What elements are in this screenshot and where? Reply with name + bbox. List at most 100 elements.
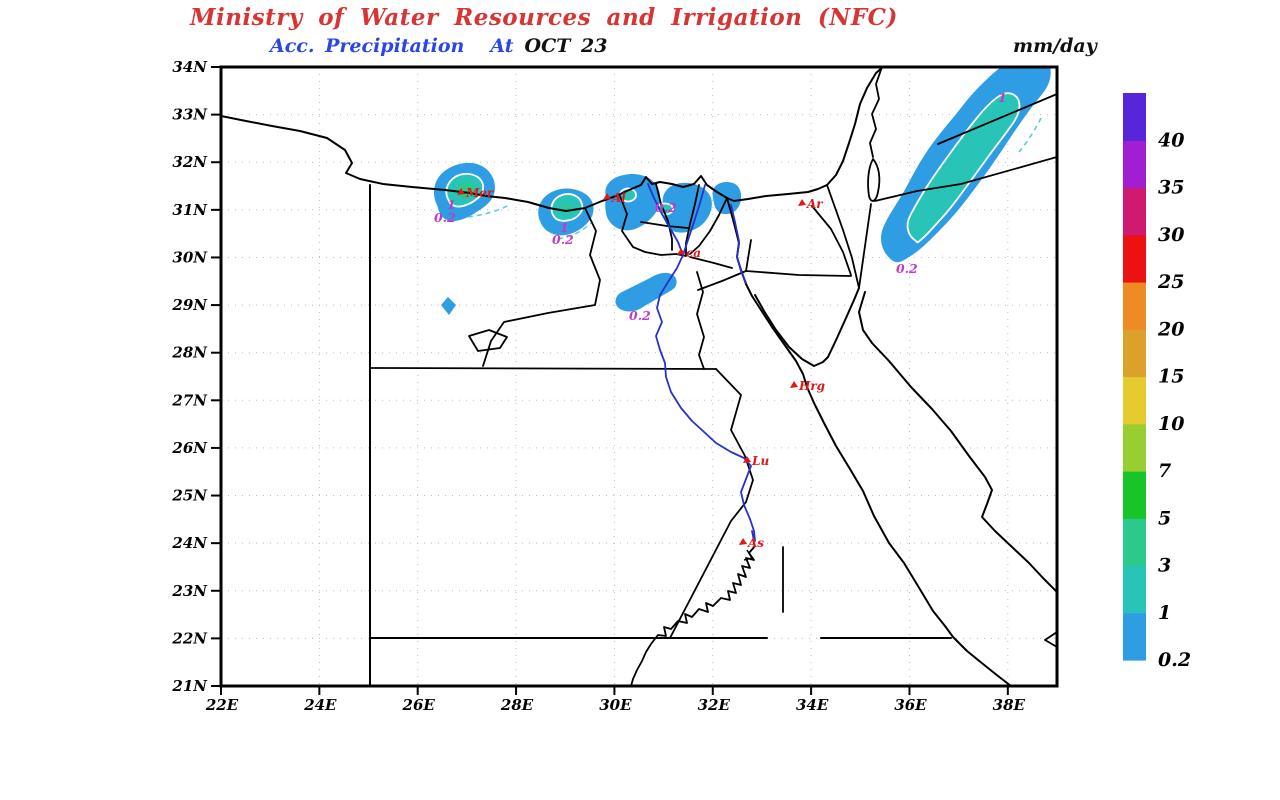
colorbar-segment <box>1123 329 1146 378</box>
aswan-river-mark <box>751 530 755 542</box>
lon-tick-label: 28E <box>500 696 534 714</box>
colorbar-segment <box>1123 518 1146 567</box>
precip-area-faiyum-streak-0.2 <box>615 272 677 312</box>
city-marker-icon <box>677 248 685 255</box>
colorbar-level-label: 10 <box>1158 413 1184 435</box>
colorbar-segment <box>1123 423 1146 472</box>
sinai-west-coastline <box>754 294 829 367</box>
jordan-saudi-border <box>874 156 1057 202</box>
contour-labels: 10.210.20.20.210.2 <box>434 90 1007 323</box>
lon-tick-label: 30E <box>599 696 632 714</box>
colorbar-segment <box>1123 187 1146 236</box>
suez-canal <box>726 197 747 285</box>
colorbar-level-label: 30 <box>1158 224 1184 246</box>
geography <box>221 67 1057 686</box>
mediterranean-coastline <box>221 67 884 212</box>
lat-tick-label: 32N <box>172 153 208 171</box>
subtitle-variable: Acc. Precipitation <box>270 35 465 57</box>
lat-tick-label: 23N <box>171 582 208 600</box>
lat-tick-label: 27N <box>171 391 208 409</box>
colorbar-level-label: 7 <box>1158 460 1171 482</box>
colorbar-segment <box>1123 282 1146 330</box>
city-label-ca: ca <box>686 246 701 260</box>
contour-value-label: 1 <box>447 197 456 212</box>
subtitle-at: At <box>490 35 514 57</box>
rivers <box>647 183 756 542</box>
precip-area-levant-1 <box>906 92 1021 244</box>
lon-tick-label: 34E <box>796 696 829 714</box>
northeast-border-line <box>937 93 1057 145</box>
contour-value-label: 1 <box>560 220 569 235</box>
colorbar-level-label: 25 <box>1157 271 1184 293</box>
aswan-mark <box>743 549 754 561</box>
depression-outline <box>468 329 508 352</box>
lat-tick-label: 29N <box>171 296 208 314</box>
city-markers: Mer Al Ar ca Hrg Lu As <box>457 186 825 561</box>
city-label-as: As <box>747 536 764 550</box>
city-marker-icon <box>790 381 798 388</box>
lat-tick-label: 21N <box>171 677 208 695</box>
colorbar-level-label: 3 <box>1158 555 1171 577</box>
colorbar-segment <box>1123 234 1146 283</box>
lat-tick-label: 34N <box>172 58 208 76</box>
city-marker-icon <box>457 188 465 195</box>
dead-sea <box>867 158 881 202</box>
precip-spot-west-desert <box>441 297 456 315</box>
lat-tick-label: 30N <box>172 248 208 266</box>
nile-river <box>647 183 756 542</box>
arava-border <box>858 203 872 289</box>
precipitation-shading <box>434 67 1051 315</box>
colorbar-segment <box>1123 612 1146 661</box>
city-label-ar: Ar <box>806 197 824 211</box>
colorbar-level-label: 15 <box>1158 366 1184 388</box>
page-title: Ministry of Water Resources and Irrigati… <box>190 4 898 31</box>
red-sea-coastline <box>745 283 1012 686</box>
map-frame <box>219 65 1059 688</box>
lon-tick-label: 32E <box>698 696 731 714</box>
eastern-desert-boundary <box>696 271 705 370</box>
contour-value-label: 1 <box>998 90 1007 105</box>
colorbar-level-label: 35 <box>1158 177 1184 199</box>
colorbar-level-label: 0.2 <box>1158 649 1191 671</box>
city-label-lu: Lu <box>751 454 769 468</box>
lake-nasser-outline <box>630 545 756 686</box>
aqaba-saudi-coastline <box>858 291 1057 593</box>
units-label: mm/day <box>1013 35 1097 57</box>
city-marker-icon <box>743 456 751 463</box>
lon-tick-label: 38E <box>993 696 1026 714</box>
north-sinai-boundary <box>811 205 852 276</box>
lon-tick-label: 22E <box>205 696 239 714</box>
lat-tick-label: 25N <box>171 487 208 505</box>
colorbar-segment <box>1123 471 1146 519</box>
precip-area-alexandria-0.2 <box>605 174 661 231</box>
delta-internal-boundaries <box>619 183 728 257</box>
lon-tick-label: 36E <box>894 696 927 714</box>
city-label-mer: Mer <box>465 186 495 200</box>
colorbar-segment <box>1123 376 1146 425</box>
subtitle-date: OCT 23 <box>524 35 608 57</box>
suez-boundaries <box>689 239 752 291</box>
lat-tick-label: 22N <box>171 629 208 647</box>
city-marker-icon <box>739 538 747 545</box>
contour-dash-29e <box>557 222 592 240</box>
contour-value-label: 0.2 <box>434 210 456 225</box>
lat-tick-label: 26N <box>171 439 208 457</box>
colorbar-level-label: 5 <box>1158 507 1171 529</box>
plot-subtitle: Acc. Precipitation At OCT 23 <box>270 35 607 57</box>
contour-value-label: 0.2 <box>896 261 918 276</box>
mid-sinai-boundary <box>745 270 852 277</box>
contour-value-label: 0.2 <box>629 308 651 323</box>
colorbar-level-label: 40 <box>1158 129 1184 151</box>
contour-value-label: 0.2 <box>552 232 574 247</box>
lon-tick-label: 24E <box>303 696 337 714</box>
contour-value-label: 0.2 <box>655 200 677 215</box>
lon-tick-label: 26E <box>402 696 436 714</box>
colorbar-level-label: 1 <box>1158 602 1171 624</box>
colorbar-segment <box>1123 565 1146 614</box>
lat-tick-label: 31N <box>172 201 208 219</box>
jordan-valley-line <box>869 67 883 158</box>
colorbar-segment <box>1123 93 1146 141</box>
contour-dash-matruh <box>467 203 512 218</box>
